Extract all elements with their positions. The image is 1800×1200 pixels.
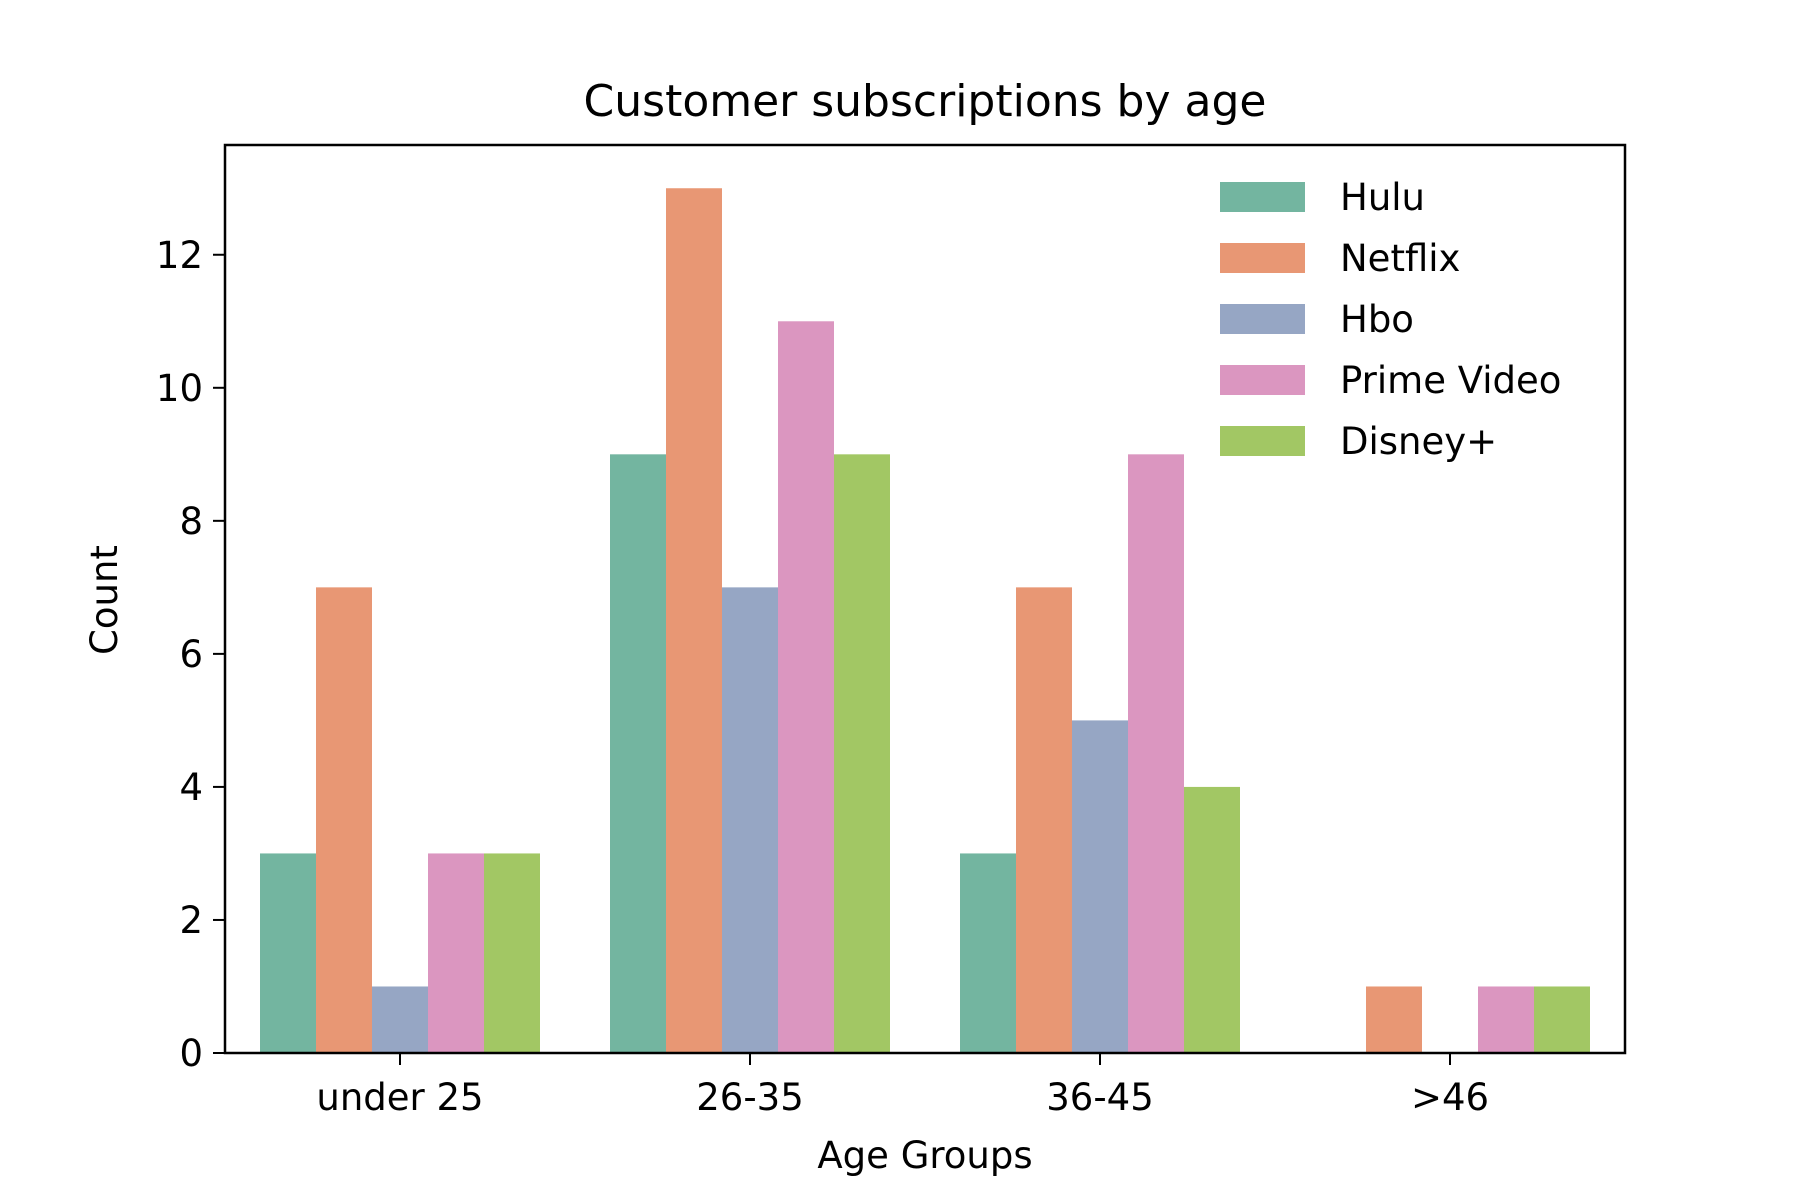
legend-swatch [1220, 365, 1305, 395]
y-axis-label: Count [83, 545, 126, 655]
bar-prime-video-3 [1478, 986, 1534, 1053]
bars-group [260, 188, 1590, 1054]
x-tick-label: >46 [1411, 1076, 1489, 1119]
y-tick-label: 6 [179, 633, 203, 676]
legend-swatch [1220, 304, 1305, 334]
y-tick-label: 2 [179, 899, 203, 942]
legend-label: Netflix [1340, 237, 1460, 280]
x-tick-label: under 25 [316, 1076, 483, 1119]
bar-prime-video-1 [778, 321, 834, 1053]
x-tick-label: 36-45 [1046, 1076, 1154, 1119]
bar-hulu-0 [260, 853, 316, 1053]
legend: Hulu Netflix Hbo Prime Video Disney+ [1220, 176, 1561, 463]
bar-prime-video-2 [1128, 454, 1184, 1053]
y-axis: 0 2 4 6 8 10 12 [156, 234, 225, 1075]
legend-swatch [1220, 243, 1305, 273]
bar-hbo-0 [372, 986, 428, 1053]
legend-swatch [1220, 426, 1305, 456]
bar-netflix-1 [666, 188, 722, 1054]
bar-hbo-1 [722, 587, 778, 1053]
bar-hbo-2 [1072, 720, 1128, 1053]
legend-label: Disney+ [1340, 420, 1497, 463]
bar-netflix-3 [1366, 986, 1422, 1053]
bar-disney--3 [1534, 986, 1590, 1053]
bar-netflix-2 [1016, 587, 1072, 1053]
y-tick-label: 8 [179, 500, 203, 543]
chart-title: Customer subscriptions by age [584, 76, 1267, 127]
y-tick-label: 4 [179, 766, 203, 809]
legend-swatch [1220, 182, 1305, 212]
y-tick-label: 10 [156, 367, 203, 410]
legend-label: Hbo [1340, 298, 1414, 341]
bar-disney--0 [484, 853, 540, 1053]
bar-hulu-2 [960, 853, 1016, 1053]
x-tick-label: 26-35 [696, 1076, 804, 1119]
plot-frame [223, 143, 1627, 1055]
bar-hulu-1 [610, 454, 666, 1053]
legend-label: Prime Video [1340, 359, 1561, 402]
x-axis: under 25 26-35 36-45 >46 [316, 1053, 1489, 1119]
x-axis-label: Age Groups [817, 1134, 1032, 1177]
bar-disney--1 [834, 454, 890, 1053]
legend-label: Hulu [1340, 176, 1425, 219]
bar-disney--2 [1184, 786, 1240, 1053]
y-tick-label: 0 [179, 1032, 203, 1075]
bar-prime-video-0 [428, 853, 484, 1053]
bar-netflix-0 [316, 587, 372, 1053]
y-tick-label: 12 [156, 234, 203, 277]
